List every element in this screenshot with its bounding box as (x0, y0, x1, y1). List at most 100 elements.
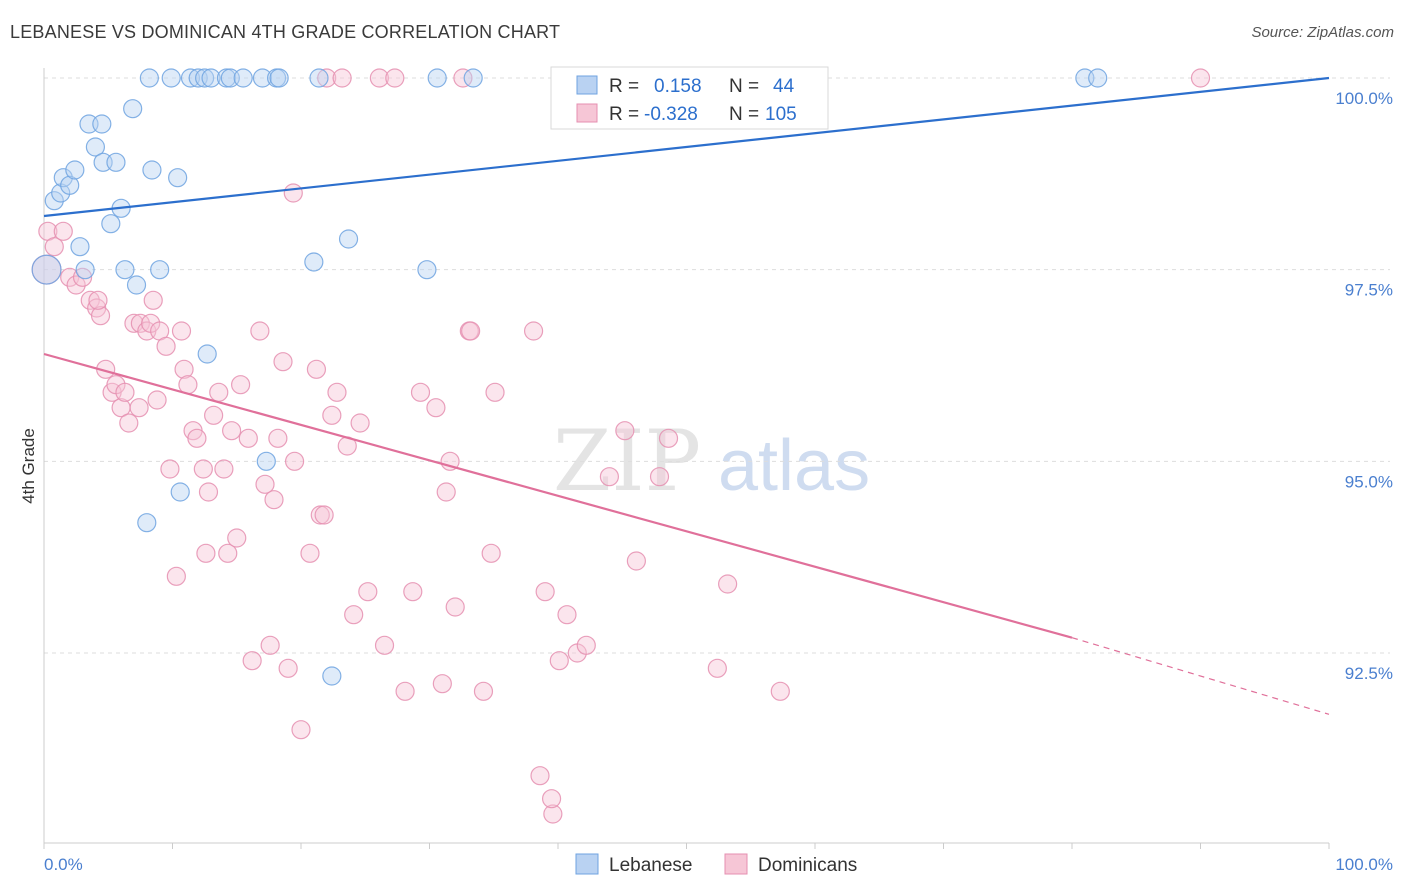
dominicans-point-69 (385, 68, 405, 88)
axes (43, 68, 1330, 849)
dominicans-point-98 (718, 574, 738, 594)
lebanese-point-38 (256, 451, 276, 471)
lebanese-point-4 (60, 175, 80, 195)
dominicans-point-93 (615, 421, 635, 441)
dominicans-point-99 (770, 681, 790, 701)
dominicans-point-89 (557, 605, 577, 625)
legend-lebanese-label: Lebanese (609, 855, 692, 876)
dominicans-point-67 (369, 68, 389, 88)
dominicans-point-96 (658, 428, 679, 448)
dominicans-swatch (576, 103, 598, 123)
legend-lebanese-swatch (575, 853, 599, 875)
lebanese-point-23 (170, 482, 190, 502)
dominicans-point-100 (1190, 68, 1211, 88)
lebanese-point-22 (168, 168, 188, 188)
lebanese-point-17 (126, 275, 147, 295)
lebanese-point-10 (92, 114, 112, 134)
dominicans-point-26 (160, 459, 180, 479)
dominicans-point-75 (436, 482, 456, 502)
dominicans-point-44 (242, 651, 262, 671)
dominicans-point-68 (374, 635, 395, 655)
dominicans-point-73 (426, 398, 446, 418)
dominicans-point-101 (541, 789, 562, 809)
lebanese-point-1 (44, 191, 64, 211)
lebanese-point-16 (123, 99, 143, 119)
x-tick-label-1: 100.0% (1335, 855, 1393, 874)
dominicans-point-58 (314, 505, 334, 525)
lebanese-n-value: 44 (773, 76, 795, 97)
dominicans-point-3 (53, 221, 73, 241)
dominicans-point-23 (147, 390, 167, 410)
dominicans-point-65 (350, 413, 370, 433)
dominicans-point-78 (453, 68, 473, 88)
lebanese-point-7 (75, 260, 95, 280)
dominicans-point-87 (543, 804, 563, 824)
lebanese-point-9 (85, 137, 106, 157)
dominicans-point-60 (322, 405, 342, 425)
lebanese-point-19 (142, 160, 162, 180)
lebanese-point-28 (201, 68, 221, 88)
dominicans-point-7 (80, 290, 100, 310)
lebanese-point-39 (338, 229, 359, 249)
y-tick-label-1: 97.5% (1345, 281, 1393, 300)
dominicans-point-59 (317, 68, 337, 88)
lebanese-point-24 (180, 68, 201, 88)
source-label: Source: ZipAtlas.com (1251, 24, 1394, 41)
dominicans-trend-extension (1071, 637, 1330, 715)
dominicans-point-70 (395, 681, 415, 701)
dominicans-point-64 (344, 605, 364, 625)
lebanese-point-20 (150, 260, 170, 280)
dominicans-point-77 (445, 597, 465, 617)
lebanese-point-43 (463, 68, 483, 88)
lebanese-point-5 (65, 160, 85, 180)
x-tick-labels: 0.0% 100.0% (44, 855, 1393, 874)
lebanese-swatch (576, 75, 598, 95)
dominicans-point-6 (72, 267, 93, 287)
dominicans-point-27 (166, 566, 186, 586)
dominicans-point-49 (268, 428, 288, 448)
lebanese-point-34 (269, 68, 289, 88)
dominicans-point-19 (130, 313, 150, 333)
y-axis-label: 4th Grade (19, 428, 38, 504)
dominicans-point-10 (88, 290, 108, 310)
dominicans-point-43 (238, 428, 258, 448)
dominicans-point-34 (196, 543, 216, 563)
lebanese-point-40 (322, 666, 342, 686)
lebanese-points (31, 68, 1108, 686)
y-tick-label-2: 95.0% (1345, 472, 1393, 491)
dominicans-point-45 (250, 321, 270, 341)
dominicans-point-37 (209, 382, 229, 402)
dominicans-point-56 (306, 359, 327, 379)
dominicans-point-47 (260, 635, 280, 655)
dominicans-point-95 (649, 467, 670, 487)
dominicans-point-66 (358, 582, 378, 602)
dominicans-point-82 (481, 543, 501, 563)
dominicans-point-33 (193, 459, 213, 479)
lebanese-point-12 (106, 152, 126, 172)
dominicans-point-74 (432, 674, 452, 694)
dominicans-trend-line (43, 352, 1073, 639)
dominicans-point-40 (222, 421, 242, 441)
dominicans-point-39 (218, 543, 238, 563)
legend-dominicans-swatch (724, 853, 748, 875)
dominicans-point-32 (187, 428, 207, 448)
dominicans-point-72 (410, 382, 431, 402)
dominicans-point-9 (90, 306, 111, 326)
dominicans-point-71 (403, 582, 423, 602)
lebanese-point-27 (197, 344, 217, 364)
dominicans-point-28 (171, 321, 192, 341)
lebanese-r-label: R = (609, 76, 639, 97)
lebanese-point-6 (70, 237, 90, 257)
dominicans-point-29 (174, 359, 194, 379)
dominicans-point-97 (707, 658, 727, 678)
gridlines (44, 77, 1390, 654)
dominicans-point-88 (549, 651, 569, 671)
lebanese-point-41 (417, 260, 437, 280)
dominicans-point-38 (214, 459, 234, 479)
lebanese-point-36 (309, 68, 329, 88)
dominicans-point-51 (278, 658, 298, 678)
watermark-atlas: atlas (718, 426, 870, 506)
lebanese-point-42 (427, 68, 447, 88)
dominicans-point-35 (198, 482, 219, 502)
